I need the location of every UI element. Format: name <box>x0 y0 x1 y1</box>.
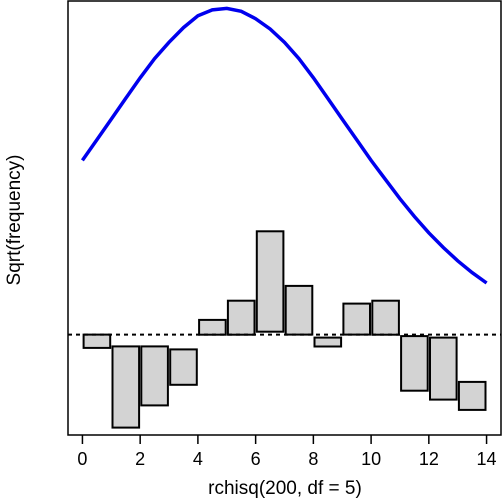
bar-1 <box>111 345 141 429</box>
x-axis-label: rchisq(200, df = 5) <box>208 478 362 499</box>
bar-0 <box>82 333 112 349</box>
bar-6 <box>255 230 285 333</box>
bar-8 <box>313 336 343 348</box>
bar-12 <box>429 336 458 401</box>
x-tick-label-7: 14 <box>477 449 497 469</box>
bar-13 <box>457 380 487 411</box>
bar-7 <box>284 284 314 336</box>
x-tick-label-0: 0 <box>77 449 87 469</box>
x-tick-label-3: 6 <box>251 449 261 469</box>
x-tick-label-2: 4 <box>193 449 203 469</box>
plot-frame <box>67 0 502 436</box>
bar-4 <box>198 318 227 336</box>
bar-11 <box>400 335 429 392</box>
bar-9 <box>342 302 371 336</box>
y-axis-label: Sqrt(frequency) <box>4 155 25 286</box>
bar-5 <box>226 299 256 336</box>
bar-3 <box>169 348 198 386</box>
bar-10 <box>371 299 400 336</box>
bars-group <box>82 230 487 429</box>
x-axis: 0 2 4 6 8 10 12 14 <box>77 435 497 469</box>
x-tick-label-6: 12 <box>419 449 439 469</box>
expected-curve <box>80 6 488 285</box>
x-tick-label-5: 10 <box>361 449 381 469</box>
x-tick-label-1: 2 <box>135 449 145 469</box>
x-tick-label-4: 8 <box>308 449 318 469</box>
bar-2 <box>140 345 169 407</box>
